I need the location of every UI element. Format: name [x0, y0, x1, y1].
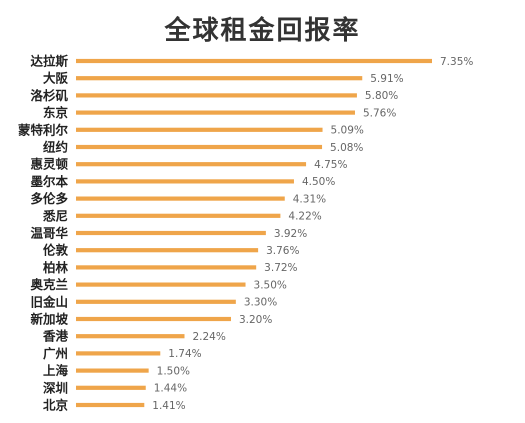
bar	[76, 127, 323, 132]
value-label: 1.44%	[154, 383, 187, 395]
category-label: 达拉斯	[30, 54, 68, 69]
value-label: 1.74%	[168, 348, 201, 360]
value-label: 1.50%	[157, 365, 190, 377]
bar	[76, 213, 281, 218]
category-label: 东京	[43, 105, 69, 120]
value-label: 3.50%	[254, 279, 287, 291]
value-label: 5.91%	[370, 73, 403, 85]
bar	[76, 162, 307, 167]
value-label: 3.20%	[239, 314, 272, 326]
value-label: 4.22%	[288, 211, 321, 223]
bar	[76, 385, 146, 390]
category-label: 香港	[42, 329, 69, 344]
category-label: 惠灵顿	[30, 157, 68, 172]
category-label: 奥克兰	[30, 277, 68, 292]
value-label: 3.72%	[264, 262, 297, 274]
value-label: 3.30%	[244, 297, 277, 309]
value-label: 4.50%	[302, 176, 335, 188]
category-label: 广州	[43, 346, 68, 361]
category-label: 洛杉矶	[30, 88, 68, 103]
value-label: 1.41%	[152, 400, 185, 412]
bar	[76, 93, 357, 98]
value-label: 3.76%	[266, 245, 299, 257]
value-label: 5.08%	[330, 142, 363, 154]
category-label: 墨尔本	[30, 174, 68, 189]
category-label: 温哥华	[30, 226, 68, 241]
category-label: 北京	[43, 398, 69, 413]
bar	[76, 230, 266, 236]
value-label: 5.76%	[363, 107, 396, 119]
bar	[76, 282, 246, 287]
category-label: 伦敦	[43, 243, 69, 258]
bar	[76, 58, 432, 64]
bar	[76, 196, 285, 201]
value-label: 5.09%	[331, 125, 364, 137]
bar	[76, 76, 363, 81]
bar	[76, 265, 257, 270]
category-label: 旧金山	[30, 294, 68, 309]
category-label: 深圳	[43, 380, 68, 395]
value-label: 3.92%	[274, 228, 307, 240]
value-label: 5.80%	[365, 90, 398, 102]
category-label: 多伦多	[30, 191, 68, 206]
category-label: 悉尼	[42, 208, 68, 223]
category-label: 新加坡	[30, 312, 68, 327]
bar	[76, 351, 161, 356]
bar	[76, 334, 185, 339]
category-label: 纽约	[43, 140, 68, 155]
category-label: 蒙特利尔	[18, 122, 69, 137]
value-label: 7.35%	[440, 56, 473, 68]
value-label: 4.75%	[314, 159, 347, 171]
bar	[76, 110, 355, 115]
bar	[76, 179, 294, 184]
value-label: 2.24%	[192, 331, 225, 343]
bar	[76, 368, 149, 373]
bar	[76, 299, 236, 304]
chart-title: 全球租金回报率	[164, 16, 361, 46]
bar	[76, 144, 323, 150]
bar	[76, 316, 231, 322]
bar	[76, 248, 259, 253]
category-label: 上海	[43, 363, 69, 378]
category-label: 柏林	[43, 260, 69, 275]
category-label: 大阪	[43, 71, 69, 86]
value-label: 4.31%	[293, 193, 326, 205]
bar	[76, 402, 145, 408]
